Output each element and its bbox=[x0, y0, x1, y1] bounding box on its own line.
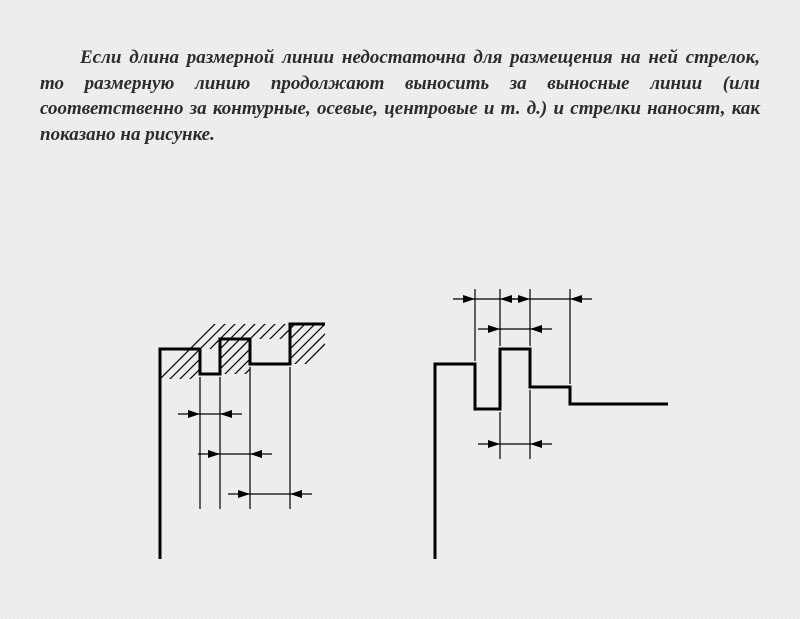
paragraph-text: Если длина размерной линии недостаточна … bbox=[0, 19, 800, 148]
diagram-right bbox=[380, 269, 800, 589]
diagram-left bbox=[0, 269, 360, 589]
diagrams-container bbox=[0, 269, 800, 589]
